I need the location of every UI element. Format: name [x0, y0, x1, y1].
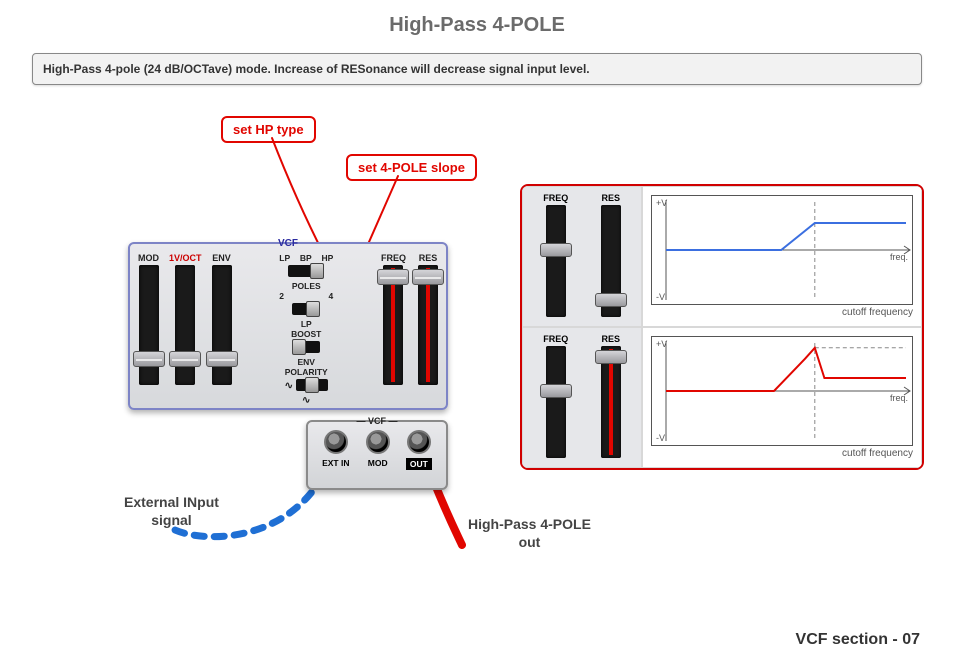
vcf-mid-switches: LP BP HP POLES 2 4 LP BOOST ENV POLARITY… [279, 253, 333, 406]
label-bp: BP [300, 253, 312, 263]
slider-res[interactable] [418, 265, 438, 385]
label-ext-in: External INput signal [124, 494, 219, 529]
footer: VCF section - 07 [796, 631, 920, 649]
label-2: 2 [279, 291, 284, 301]
switch-env-polarity[interactable] [296, 379, 328, 391]
switch-lp-boost[interactable] [292, 341, 320, 353]
slider-freq[interactable] [383, 265, 403, 385]
mini-sliders-top: FREQRES [522, 186, 642, 327]
jack-extin[interactable]: EXT IN [322, 430, 349, 470]
slider-label: FREQ [381, 253, 406, 263]
label-poles: POLES [279, 281, 333, 291]
mini-sliders-bottom: FREQRES [522, 327, 642, 468]
vcf-panel: VCF MOD1V/OCTENV LP BP HP POLES 2 4 LP B… [128, 242, 448, 410]
label-lp: LP [279, 253, 290, 263]
mini-slider-res [601, 346, 621, 458]
slider-1voct[interactable] [175, 265, 195, 385]
label-env-polarity: ENV POLARITY [279, 357, 333, 377]
vcf-panel-title: VCF [138, 238, 438, 249]
slider-label: 1V/OCT [169, 253, 202, 263]
description-box: High-Pass 4-pole (24 dB/OCTave) mode. In… [32, 53, 922, 85]
slider-mod[interactable] [139, 265, 159, 385]
jack-panel: — VCF — EXT INMODOUT [306, 420, 448, 490]
label-lp-boost: LP BOOST [279, 319, 333, 339]
slider-label: RES [419, 253, 438, 263]
graph-caption-top: cutoff frequency [651, 307, 913, 318]
slider-env[interactable] [212, 265, 232, 385]
switch-filter-type[interactable] [288, 265, 324, 277]
jack-panel-title: — VCF — [314, 416, 440, 426]
callout-set-hp: set HP type [221, 116, 316, 143]
label-hp: HP [321, 253, 333, 263]
callout-set-4pole: set 4-POLE slope [346, 154, 477, 181]
graph-caption-bottom: cutoff frequency [651, 448, 913, 459]
jack-out[interactable]: OUT [406, 430, 432, 470]
mini-slider-freq [546, 346, 566, 458]
slider-label: ENV [212, 253, 231, 263]
graph-top: +V -V freq. cutoff frequency [642, 186, 922, 327]
label-hp-out: High-Pass 4-POLE out [468, 516, 591, 551]
graph-bottom: +V -V freq. cutoff frequency [642, 327, 922, 468]
switch-poles[interactable] [292, 303, 320, 315]
slider-label: MOD [138, 253, 159, 263]
page-title: High-Pass 4-POLE [0, 0, 954, 41]
graph-box: FREQRES +V -V freq. cutoff frequency FRE… [520, 184, 924, 470]
mini-slider-freq [546, 205, 566, 317]
label-4: 4 [329, 291, 334, 301]
mini-slider-res [601, 205, 621, 317]
jack-mod[interactable]: MOD [366, 430, 390, 470]
